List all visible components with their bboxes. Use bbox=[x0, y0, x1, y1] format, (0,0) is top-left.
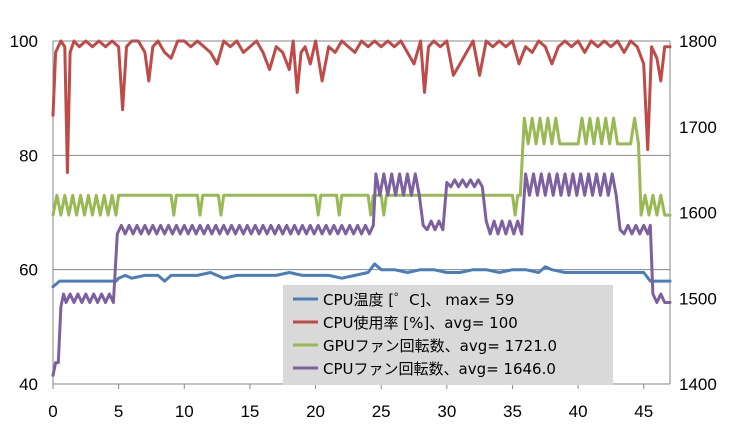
legend-label: CPUファン回転数、avg= 1646.0 bbox=[323, 360, 556, 378]
x-tick-label: 10 bbox=[175, 402, 194, 421]
series-line-3 bbox=[51, 172, 672, 377]
series-lines bbox=[51, 39, 672, 377]
x-tick-label: 0 bbox=[48, 402, 57, 421]
y2-tick-label: 1500 bbox=[679, 289, 717, 308]
series-line-2 bbox=[51, 116, 672, 217]
y-tick-label: 60 bbox=[19, 261, 38, 280]
series-line-1 bbox=[51, 39, 672, 174]
y2-tick-label: 1800 bbox=[679, 32, 717, 51]
x-tick-label: 20 bbox=[306, 402, 325, 421]
x-tick-label: 35 bbox=[503, 402, 522, 421]
x-tick-label: 45 bbox=[634, 402, 653, 421]
legend: CPU温度 [゜C]、 max= 59 CPU使用率 [%]、avg= 100 GP… bbox=[283, 285, 613, 385]
x-tick-label: 25 bbox=[372, 402, 391, 421]
y-tick-label: 80 bbox=[19, 146, 38, 165]
x-tick-label: 15 bbox=[240, 402, 259, 421]
legend-box bbox=[283, 285, 613, 385]
legend-label: GPUファン回転数、avg= 1721.0 bbox=[323, 337, 557, 355]
y2-tick-label: 1400 bbox=[679, 375, 717, 394]
y2-tick-label: 1700 bbox=[679, 118, 717, 137]
x-tick-label: 5 bbox=[114, 402, 123, 421]
axes: 40 60 80 100 1400 1500 1600 1700 1800 0 5 10 15 20 25 3… bbox=[10, 32, 717, 421]
x-tick-label: 30 bbox=[437, 402, 456, 421]
series-line-0 bbox=[51, 262, 672, 289]
legend-label: CPU使用率 [%]、avg= 100 bbox=[323, 314, 518, 332]
y-tick-label: 100 bbox=[10, 32, 38, 51]
legend-label: CPU温度 [゜C]、 max= 59 bbox=[323, 291, 514, 309]
y-tick-label: 40 bbox=[19, 375, 38, 394]
y2-tick-label: 1600 bbox=[679, 204, 717, 223]
x-tick-label: 40 bbox=[569, 402, 588, 421]
